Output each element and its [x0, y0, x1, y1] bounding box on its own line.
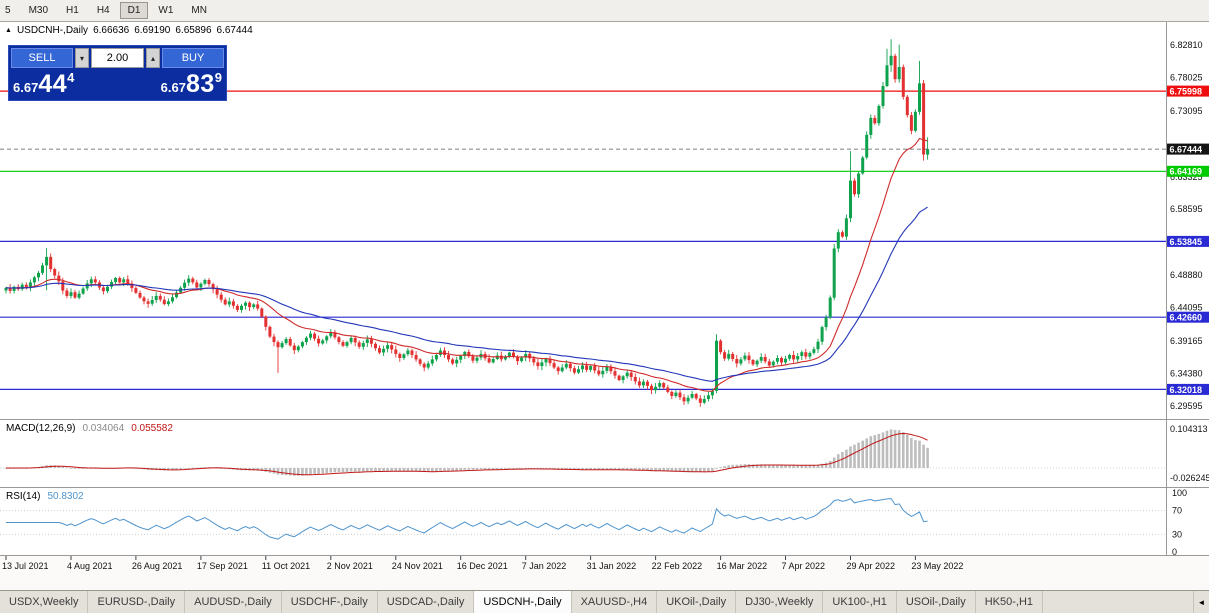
chart-symbol-label: USDCNH-,Daily: [16, 25, 89, 36]
svg-text:6.42660: 6.42660: [1170, 313, 1203, 323]
svg-text:6.53845: 6.53845: [1170, 237, 1203, 247]
svg-text:30: 30: [1172, 529, 1182, 539]
tab-usdx-weekly[interactable]: USDX,Weekly: [0, 591, 89, 613]
svg-text:13 Jul 2021: 13 Jul 2021: [2, 561, 49, 571]
svg-text:6.75998: 6.75998: [1170, 87, 1203, 97]
timeframe-button-m30[interactable]: M30: [28, 5, 49, 16]
svg-text:6.64169: 6.64169: [1170, 167, 1203, 177]
svg-text:17 Sep 2021: 17 Sep 2021: [197, 561, 248, 571]
svg-text:6.39165: 6.39165: [1170, 336, 1203, 346]
svg-text:23 May 2022: 23 May 2022: [911, 561, 963, 571]
tab-ukoil-daily[interactable]: UKOil-,Daily: [657, 591, 737, 613]
tab-hk50-h1[interactable]: HK50-,H1: [976, 591, 1044, 613]
svg-text:6.67444: 6.67444: [1170, 145, 1203, 155]
macd-signal-value: 0.055582: [131, 423, 173, 434]
ohlc-high-value: 6.69190: [134, 25, 171, 36]
chart-marker-icon: ▲: [5, 26, 12, 34]
svg-text:6.78025: 6.78025: [1170, 72, 1203, 82]
timeframe-button-5[interactable]: 5: [5, 5, 11, 16]
timeframe-toolbar: 5 M30 H1 H4 D1 W1 MN: [0, 0, 1209, 22]
svg-text:6.29595: 6.29595: [1170, 401, 1203, 411]
svg-text:29 Apr 2022: 29 Apr 2022: [847, 561, 896, 571]
time-scale[interactable]: 13 Jul 2021 4 Aug 2021 26 Aug 2021 17 Sep 2…: [2, 556, 963, 571]
moving-average-line: [5, 206, 928, 382]
macd-name: MACD(12,26,9): [6, 423, 76, 434]
macd-indicator: 0.104313 -0.026245: [0, 424, 1209, 483]
svg-text:6.48880: 6.48880: [1170, 270, 1203, 280]
svg-text:7 Jan 2022: 7 Jan 2022: [522, 561, 567, 571]
volume-increase-button[interactable]: ▴: [146, 48, 160, 68]
svg-text:0: 0: [1172, 547, 1177, 557]
svg-text:6.44095: 6.44095: [1170, 303, 1203, 313]
svg-text:4 Aug 2021: 4 Aug 2021: [67, 561, 113, 571]
timeframe-button-h4[interactable]: H4: [96, 5, 110, 16]
price-line-label: 6.42660: [1167, 311, 1209, 323]
tab-usdchf-daily[interactable]: USDCHF-,Daily: [282, 591, 378, 613]
svg-text:6.34380: 6.34380: [1170, 368, 1203, 378]
tab-scroll-left-button[interactable]: ◄: [1193, 591, 1209, 613]
tab-usoil-daily[interactable]: USOil-,Daily: [897, 591, 976, 613]
buy-price-display[interactable]: 6.67839: [160, 70, 222, 98]
chart-tabs-bar: USDX,Weekly EURUSD-,Daily AUDUSD-,Daily USD…: [0, 590, 1209, 613]
current-price-label: 6.67444: [1167, 143, 1209, 155]
svg-text:11 Oct 2021: 11 Oct 2021: [262, 561, 310, 571]
timeframe-button-w1[interactable]: W1: [158, 5, 174, 16]
svg-text:7 Apr 2022: 7 Apr 2022: [782, 561, 826, 571]
buy-button[interactable]: BUY: [162, 48, 224, 68]
timeframe-button-d1[interactable]: D1: [119, 2, 149, 19]
tab-usdcnh-daily[interactable]: USDCNH-,Daily: [474, 591, 572, 613]
svg-text:24 Nov 2021: 24 Nov 2021: [392, 561, 443, 571]
svg-text:6.58595: 6.58595: [1170, 204, 1203, 214]
svg-text:6.73095: 6.73095: [1170, 106, 1203, 116]
price-line-label: 6.75998: [1167, 85, 1209, 97]
svg-text:22 Feb 2022: 22 Feb 2022: [652, 561, 703, 571]
timeframe-button-mn[interactable]: MN: [191, 5, 207, 16]
volume-decrease-button[interactable]: ▾: [75, 48, 89, 68]
tab-xauusd-h4[interactable]: XAUUSD-,H4: [572, 591, 658, 613]
chart-header: ▲ USDCNH-,Daily 6.66636 6.69190 6.65896 …: [5, 25, 253, 36]
price-scale[interactable]: 6.82810 6.78025 6.73095 6.63325 6.58595 6.488…: [1167, 40, 1209, 411]
svg-text:6.63325: 6.63325: [1170, 172, 1203, 182]
tab-usdcad-daily[interactable]: USDCAD-,Daily: [378, 591, 475, 613]
macd-label: MACD(12,26,9) 0.034064 0.055582: [6, 423, 173, 434]
svg-text:31 Jan 2022: 31 Jan 2022: [587, 561, 637, 571]
price-line-label: 6.64169: [1167, 165, 1209, 177]
tab-dj30-weekly[interactable]: DJ30-,Weekly: [736, 591, 824, 613]
rsi-indicator: 100 70 30 0: [0, 488, 1187, 557]
svg-text:-0.026245: -0.026245: [1170, 473, 1209, 483]
rsi-label: RSI(14) 50.8302: [6, 491, 84, 502]
rsi-name: RSI(14): [6, 491, 41, 502]
price-line-label: 6.53845: [1167, 235, 1209, 247]
price-line-label: 6.32018: [1167, 383, 1209, 395]
sell-button[interactable]: SELL: [11, 48, 73, 68]
svg-text:0.104313: 0.104313: [1170, 424, 1208, 434]
ohlc-open-value: 6.66636: [93, 25, 130, 36]
sell-price-display[interactable]: 6.67444: [13, 70, 75, 98]
ohlc-close-value: 6.67444: [216, 25, 253, 36]
svg-text:26 Aug 2021: 26 Aug 2021: [132, 561, 183, 571]
tab-eurusd-daily[interactable]: EURUSD-,Daily: [88, 591, 186, 613]
tab-audusd-daily[interactable]: AUDUSD-,Daily: [185, 591, 282, 613]
svg-text:6.32018: 6.32018: [1170, 385, 1203, 395]
tab-uk100-h1[interactable]: UK100-,H1: [823, 591, 897, 613]
one-click-trading-panel: SELL ▾ ▴ BUY 6.67444 6.67839: [8, 45, 227, 101]
timeframe-button-h1[interactable]: H1: [66, 5, 79, 16]
svg-text:70: 70: [1172, 506, 1182, 516]
svg-text:2 Nov 2021: 2 Nov 2021: [327, 561, 373, 571]
svg-text:100: 100: [1172, 488, 1187, 498]
moving-average-line: [5, 137, 928, 392]
svg-text:16 Mar 2022: 16 Mar 2022: [717, 561, 768, 571]
svg-text:6.82810: 6.82810: [1170, 40, 1203, 50]
rsi-value: 50.8302: [47, 491, 84, 502]
macd-main-value: 0.034064: [82, 423, 125, 434]
ohlc-low-value: 6.65896: [175, 25, 212, 36]
svg-text:16 Dec 2021: 16 Dec 2021: [457, 561, 508, 571]
volume-input[interactable]: [91, 48, 144, 68]
